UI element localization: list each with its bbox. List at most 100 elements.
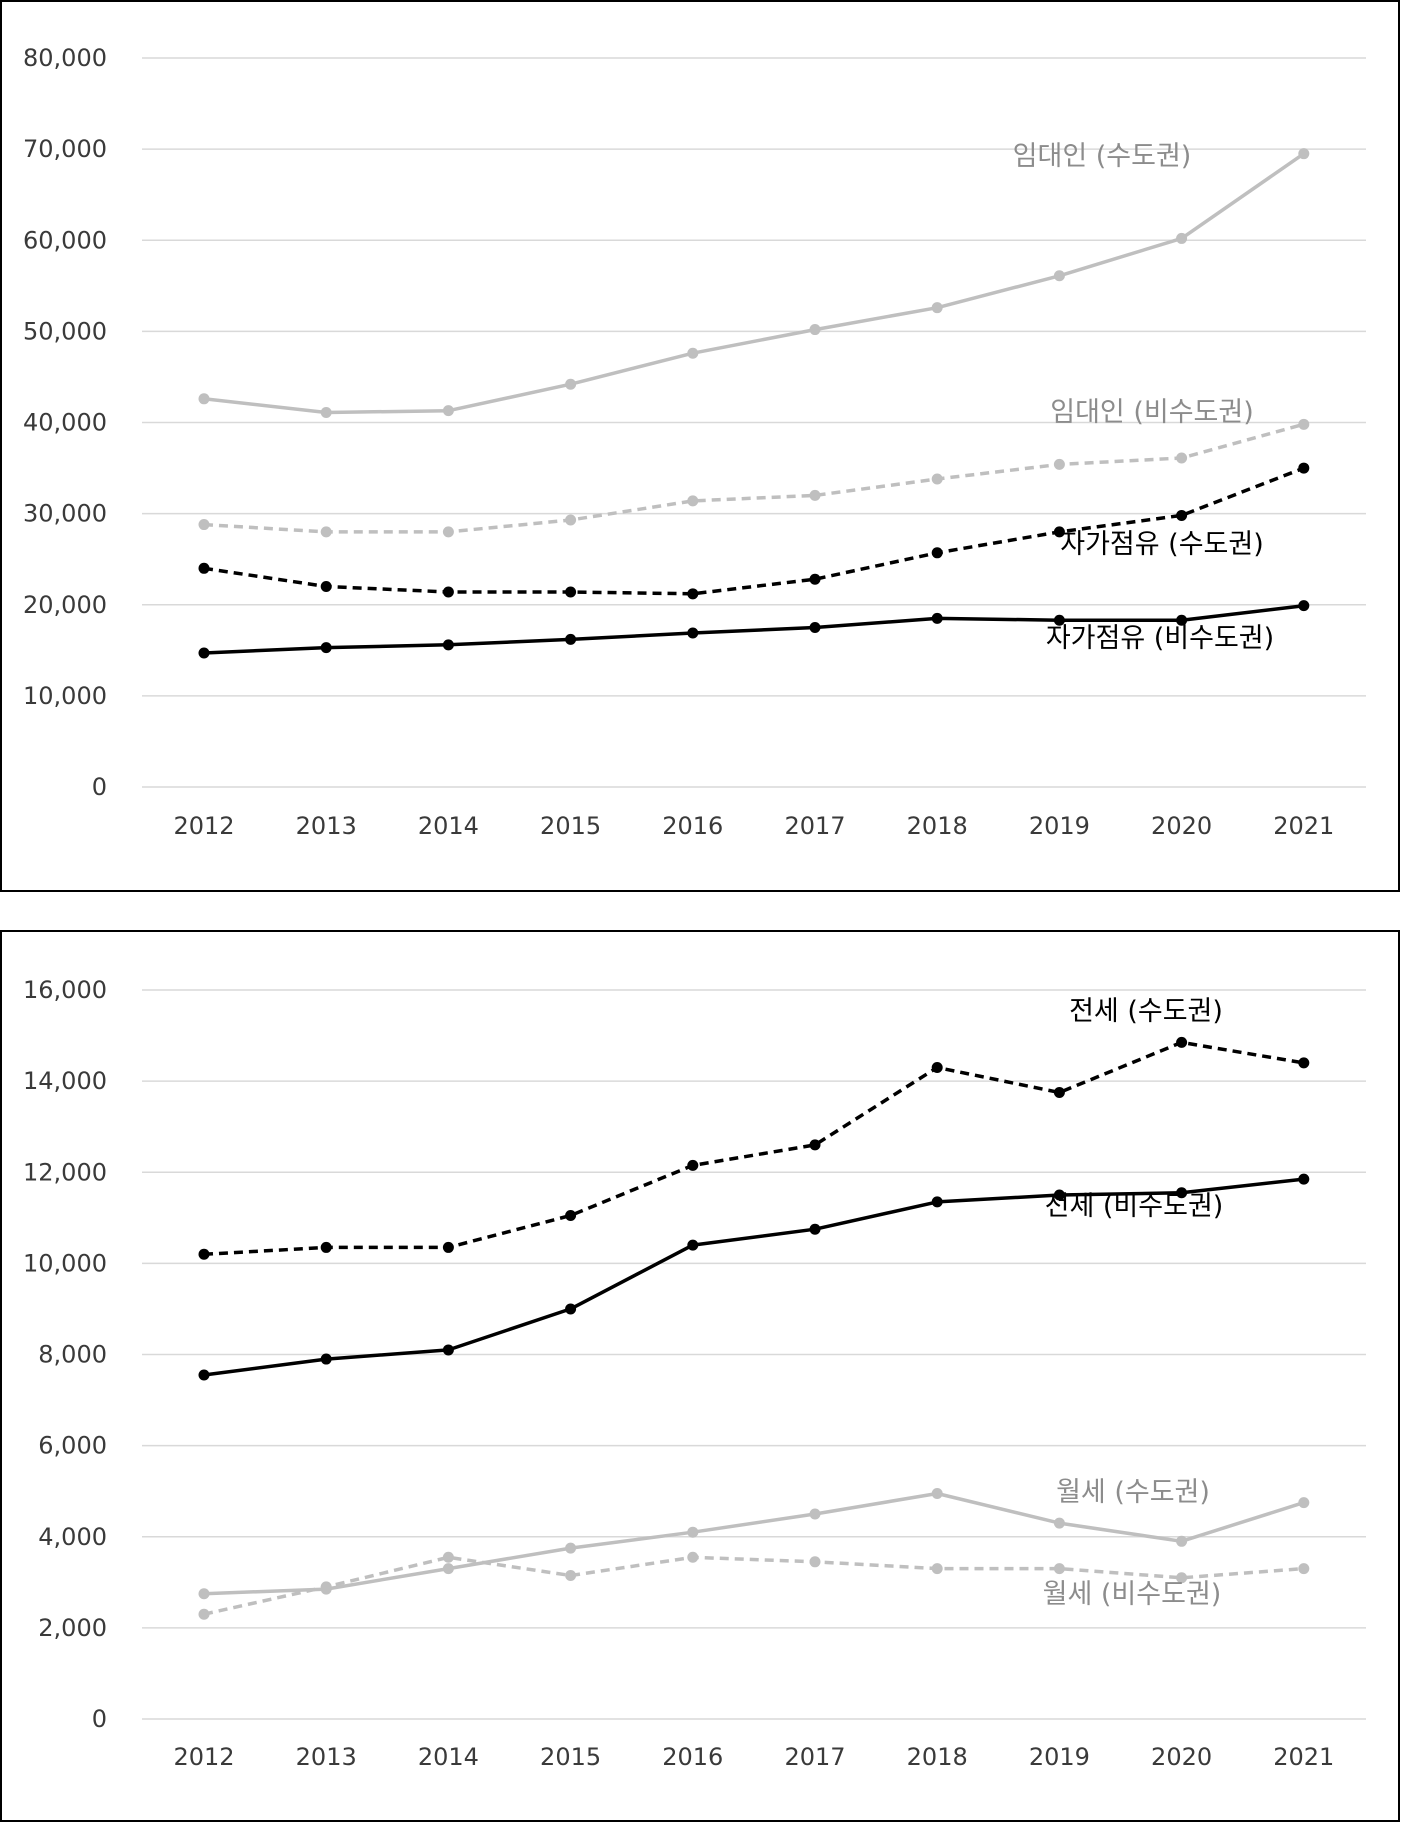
series-label: 월세 (수도권) [1056,1477,1210,1508]
series-line [203,1177,1304,1377]
x-tick-label: 2012 [173,812,234,840]
data-point [1176,1535,1188,1547]
y-tick-label: 14,000 [23,1067,107,1095]
data-point [320,526,332,538]
data-point [687,1159,699,1171]
data-point [1176,1572,1188,1584]
data-point [565,1542,577,1554]
data-point [931,1487,943,1499]
data-point [565,633,577,645]
data-point [1176,452,1188,464]
x-tick-label: 2020 [1151,812,1212,840]
data-point [565,378,577,390]
data-point [1298,1563,1310,1575]
data-point [931,612,943,624]
data-point [809,324,821,336]
y-tick-label: 20,000 [23,591,107,619]
data-point [687,588,699,600]
series-line [203,1040,1305,1257]
x-tick-label: 2013 [296,812,357,840]
series-label: 전세 (수도권) [1069,996,1223,1027]
data-point [809,1223,821,1235]
data-point [1298,1497,1310,1509]
data-point [931,1563,943,1575]
x-tick-label: 2017 [784,812,845,840]
data-point [931,547,943,559]
data-point [687,495,699,507]
data-point [442,586,454,598]
series-label: 전세 (비수도권) [1045,1191,1224,1222]
series-line [203,422,1305,534]
data-point [320,1241,332,1253]
series-line [203,603,1305,655]
data-point [687,627,699,639]
x-tick-label: 2012 [173,1743,234,1771]
x-tick-label: 2017 [784,1743,845,1771]
data-point [1176,509,1188,521]
data-point [687,347,699,359]
x-tick-label: 2018 [907,812,968,840]
series-label: 임대인 (비수도권) [1050,397,1254,428]
data-point [565,1210,577,1222]
series-label: 임대인 (수도권) [1013,141,1192,172]
data-point [931,1061,943,1073]
data-point [198,1369,210,1381]
data-point [1053,458,1065,470]
data-point [1298,600,1310,612]
data-point [198,1248,210,1260]
y-tick-label: 0 [92,773,107,801]
data-point [931,1196,943,1208]
data-point [809,1556,821,1568]
data-point [198,1608,210,1620]
x-tick-label: 2018 [907,1743,968,1771]
x-tick-label: 2021 [1273,1743,1334,1771]
x-tick-label: 2014 [418,812,479,840]
data-point [1298,148,1310,160]
y-tick-label: 50,000 [23,317,107,345]
x-tick-label: 2016 [662,1743,723,1771]
data-point [442,526,454,538]
data-point [442,1563,454,1575]
data-point [931,473,943,485]
data-point [1176,1187,1188,1199]
data-point [198,393,210,405]
x-tick-label: 2015 [540,812,601,840]
data-point [1053,526,1065,538]
data-point [320,642,332,654]
data-point [442,1241,454,1253]
data-point [442,1344,454,1356]
data-point [565,1303,577,1315]
series-line [203,466,1305,596]
y-tick-label: 4,000 [38,1523,107,1551]
data-point [442,1551,454,1563]
data-point [320,1353,332,1365]
data-point [320,581,332,593]
x-tick-label: 2014 [418,1743,479,1771]
y-tick-label: 10,000 [23,1249,107,1277]
y-tick-label: 10,000 [23,682,107,710]
data-point [809,1139,821,1151]
data-point [1053,1563,1065,1575]
data-point [320,1581,332,1593]
data-point [565,514,577,526]
y-tick-label: 40,000 [23,409,107,437]
y-tick-label: 8,000 [38,1341,107,1369]
series-line [203,1491,1305,1596]
data-point [687,1551,699,1563]
data-point [198,1588,210,1600]
data-point [687,1526,699,1538]
data-point [198,519,210,531]
data-point [687,1239,699,1251]
data-point [1053,1189,1065,1201]
x-tick-label: 2013 [296,1743,357,1771]
data-point [1176,614,1188,626]
data-point [320,406,332,418]
line-chart-bottom: 0 2,000 4,000 6,000 8,000 10,000 12,000 14,000 1… [23,976,1366,1771]
y-tick-label: 6,000 [38,1432,107,1460]
y-tick-label: 60,000 [23,226,107,254]
chart-panel-bottom: 0 2,000 4,000 6,000 8,000 10,000 12,000 14,000 1… [0,930,1400,1822]
x-tick-label: 2021 [1273,812,1334,840]
series-label: 자가점유 (수도권) [1060,529,1264,560]
data-point [1298,1057,1310,1069]
data-point [809,573,821,585]
